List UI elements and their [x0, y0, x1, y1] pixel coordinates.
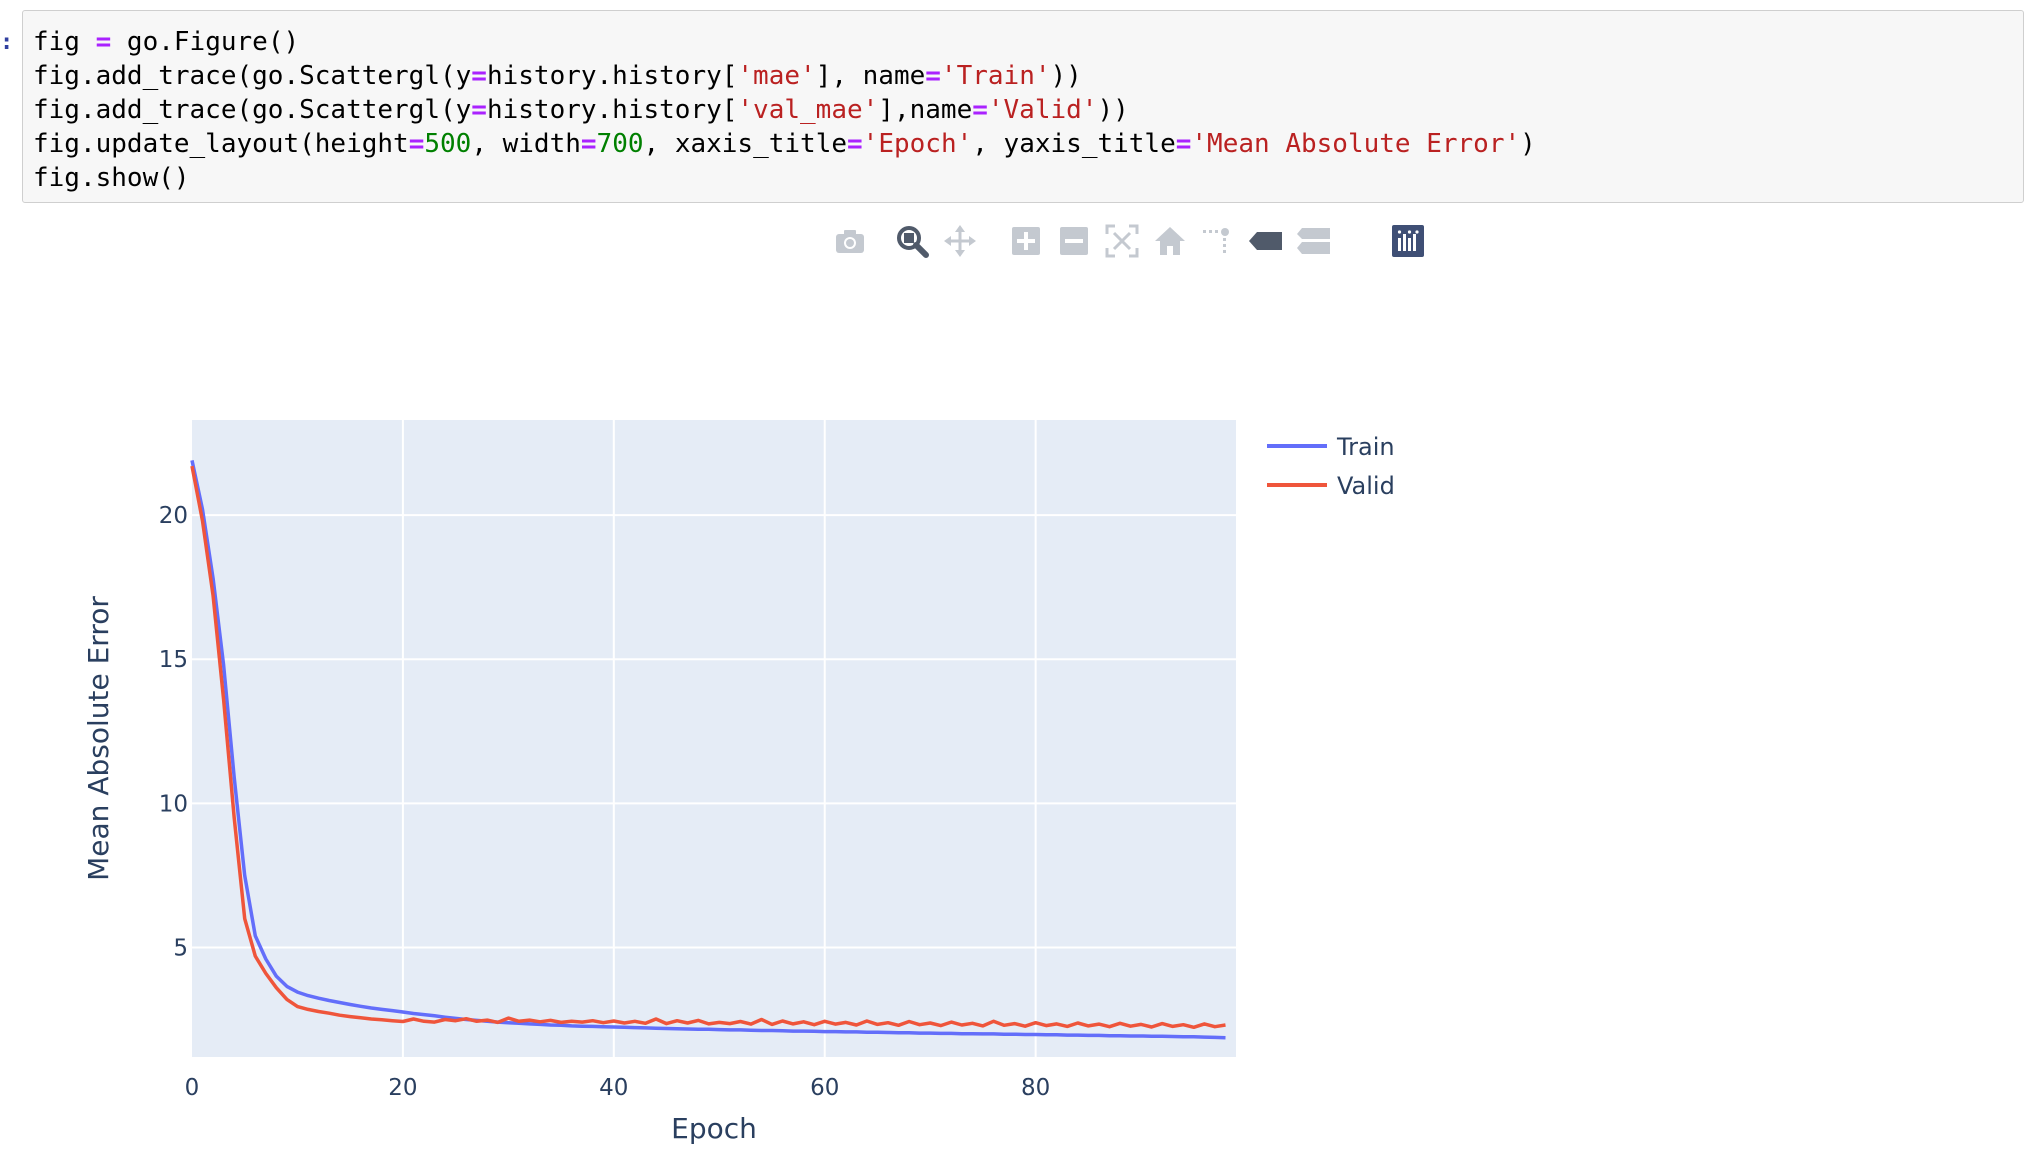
- code-token: fig.show(): [33, 163, 190, 193]
- code-token: =: [972, 95, 988, 125]
- legend: Train Valid: [1267, 433, 1395, 500]
- code-token: ], name: [815, 61, 926, 91]
- x-tick-labels: 0 20 40 60 80: [185, 1075, 1051, 1101]
- code-token: =: [408, 129, 425, 159]
- y-tick-label: 5: [173, 935, 188, 961]
- code-token: fig.add_trace(go.Scattergl(y: [33, 61, 472, 91]
- legend-item-train[interactable]: Train: [1267, 433, 1395, 461]
- y-tick-label: 15: [159, 647, 188, 673]
- code-token: ],name: [878, 95, 973, 125]
- code-token: =: [580, 129, 597, 159]
- code-token: ): [1520, 129, 1536, 159]
- gridlines: [192, 420, 1236, 1057]
- code-token: go.Figure(): [111, 27, 300, 57]
- code-token: history.history[: [486, 95, 738, 125]
- hover-closest-icon[interactable]: [1246, 218, 1286, 264]
- plot-area: [192, 420, 1236, 1057]
- zoom-icon[interactable]: [892, 218, 932, 264]
- legend-label: Valid: [1337, 472, 1395, 500]
- code-token: =: [471, 95, 487, 125]
- code-cell[interactable]: fig = go.Figure() fig.add_trace(go.Scatte…: [22, 10, 2024, 203]
- x-tick-label: 40: [599, 1075, 628, 1101]
- zoom-in-icon[interactable]: [1006, 218, 1046, 264]
- series-line-train[interactable]: [190, 460, 1226, 1040]
- code-token: 'Epoch': [862, 129, 973, 159]
- code-line: fig.update_layout(height=500, width=700,…: [33, 127, 2023, 161]
- code-lines: fig = go.Figure() fig.add_trace(go.Scatte…: [33, 25, 2023, 195]
- x-tick-label: 20: [388, 1075, 417, 1101]
- code-line: fig.show(): [33, 161, 2023, 195]
- code-line: fig.add_trace(go.Scattergl(y=history.his…: [33, 59, 2023, 93]
- code-token: 'Train': [940, 61, 1051, 91]
- code-token: history.history[: [486, 61, 738, 91]
- code-token: )): [1097, 95, 1129, 125]
- cell-prompt-marker: :: [0, 30, 14, 55]
- plotly-logo-icon[interactable]: [1388, 218, 1428, 264]
- code-token: , xaxis_title: [643, 129, 848, 159]
- code-token: =: [95, 27, 112, 57]
- code-token: =: [925, 61, 941, 91]
- spike-lines-icon[interactable]: [1198, 218, 1238, 264]
- code-token: 500: [424, 129, 472, 159]
- legend-label: Train: [1336, 433, 1395, 461]
- code-line: fig = go.Figure(): [33, 25, 2023, 59]
- legend-item-valid[interactable]: Valid: [1267, 472, 1395, 500]
- code-token: 700: [596, 129, 644, 159]
- y-tick-label: 20: [159, 503, 188, 529]
- reset-axes-icon[interactable]: [1150, 218, 1190, 264]
- code-token: 'Mean Absolute Error': [1191, 129, 1521, 159]
- code-token: fig: [33, 27, 96, 57]
- x-tick-label: 60: [810, 1075, 839, 1101]
- x-tick-label: 0: [185, 1075, 200, 1101]
- x-axis-title: Epoch: [671, 1112, 757, 1145]
- series-layer: [190, 460, 1226, 1040]
- camera-icon[interactable]: [830, 218, 870, 264]
- y-tick-labels: 5 10 15 20: [159, 503, 188, 961]
- code-token: 'mae': [737, 61, 816, 91]
- y-axis-title: Mean Absolute Error: [82, 596, 115, 881]
- code-token: fig.add_trace(go.Scattergl(y: [33, 95, 472, 125]
- code-token: )): [1050, 61, 1082, 91]
- code-token: 'Valid': [987, 95, 1098, 125]
- code-token: fig.update_layout(height: [33, 129, 409, 159]
- code-line: fig.add_trace(go.Scattergl(y=history.his…: [33, 93, 2023, 127]
- hover-compare-icon[interactable]: [1294, 218, 1334, 264]
- code-token: 'val_mae': [737, 95, 879, 125]
- pan-icon[interactable]: [940, 218, 980, 264]
- code-token: =: [847, 129, 863, 159]
- code-token: , yaxis_title: [972, 129, 1176, 159]
- autoscale-icon[interactable]: [1102, 218, 1142, 264]
- code-token: , width: [471, 129, 581, 159]
- code-token: =: [1175, 129, 1192, 159]
- x-tick-label: 80: [1021, 1075, 1050, 1101]
- series-line-valid[interactable]: [190, 465, 1226, 1030]
- code-token: =: [471, 61, 487, 91]
- y-tick-label: 10: [159, 791, 188, 817]
- zoom-out-icon[interactable]: [1054, 218, 1094, 264]
